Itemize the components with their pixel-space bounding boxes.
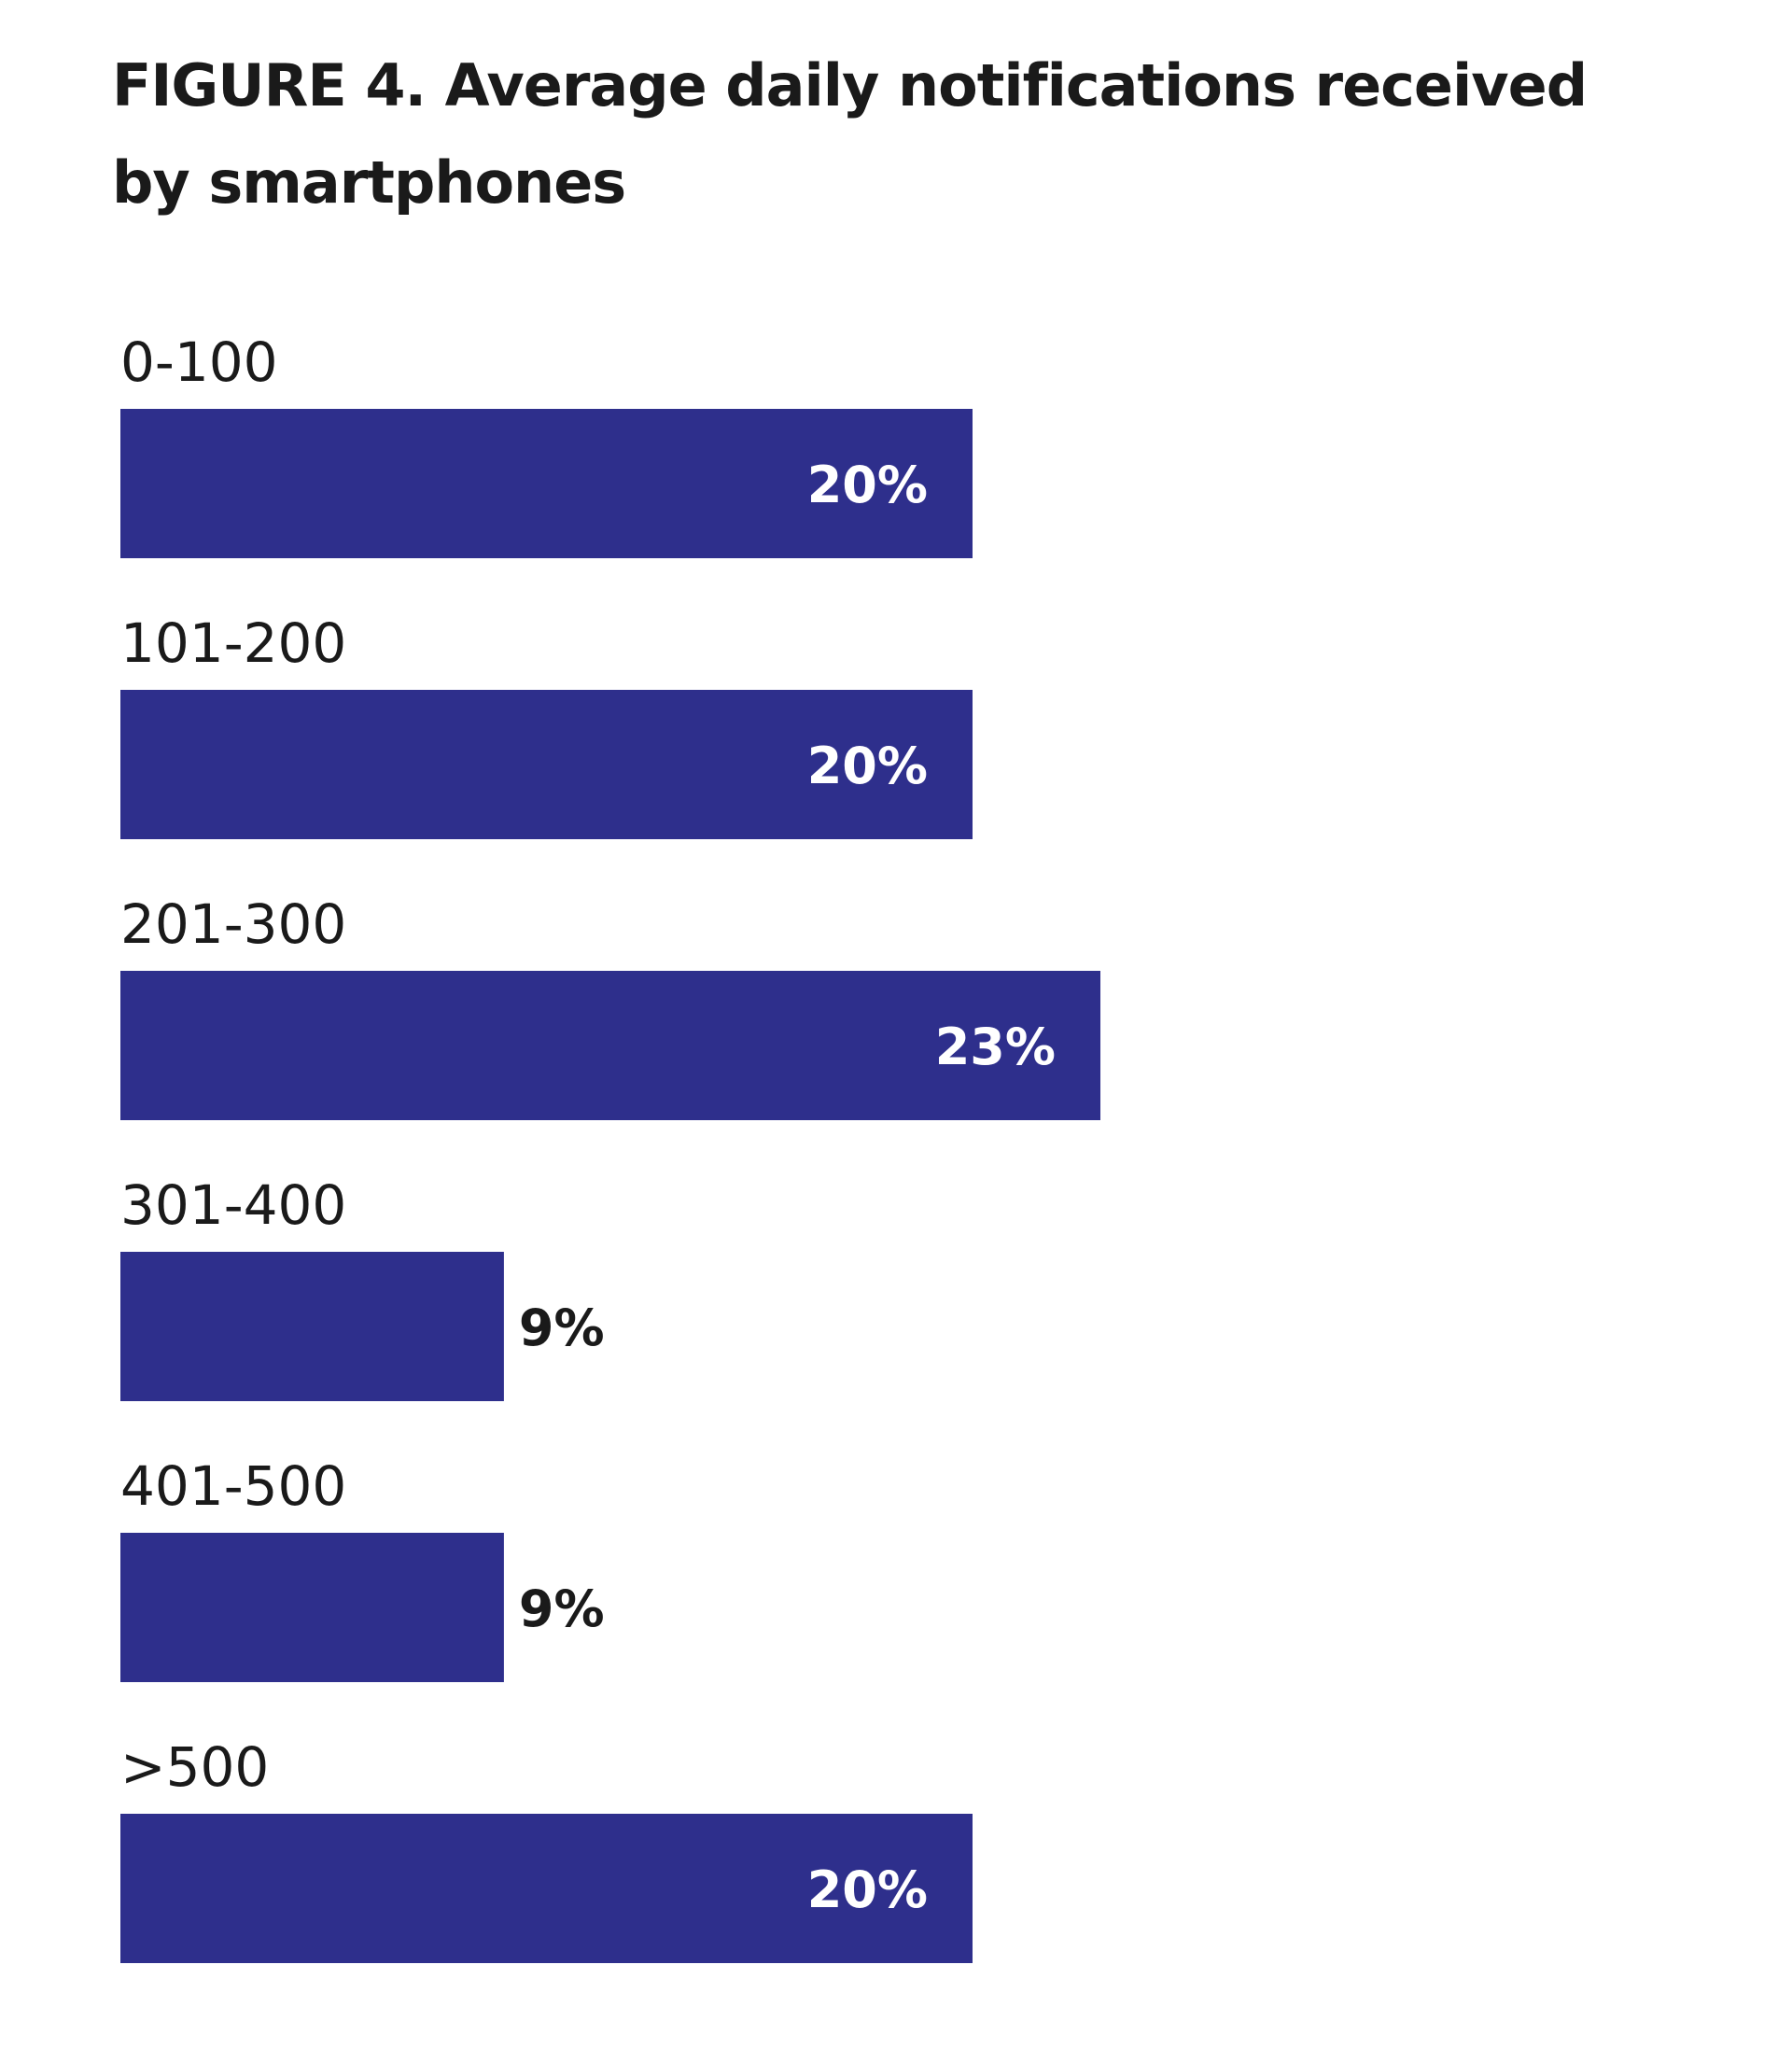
- category-label: 201-300: [120, 892, 346, 956]
- bar: [120, 1533, 504, 1682]
- category-label: >500: [120, 1735, 269, 1799]
- value-label: 9%: [519, 1579, 605, 1638]
- category-label: 0-100: [120, 330, 278, 394]
- bar: [120, 409, 973, 558]
- category-label: 101-200: [120, 611, 346, 675]
- value-label: 20%: [807, 456, 928, 514]
- value-label: 20%: [807, 1860, 928, 1919]
- value-label: 23%: [935, 1017, 1056, 1076]
- bars-layer: 0-100 20% 101-200 20% 201-300 23% 301-400 9% 401…: [120, 330, 1100, 1963]
- value-label: 20%: [807, 737, 928, 795]
- bar: [120, 971, 1100, 1120]
- category-label: 401-500: [120, 1454, 346, 1518]
- value-label: 9%: [519, 1298, 605, 1357]
- bar: [120, 1814, 973, 1963]
- bar: [120, 690, 973, 839]
- chart-title: FIGURE 4. Average daily notifications re…: [112, 51, 1588, 217]
- bar: [120, 1252, 504, 1401]
- category-label: 301-400: [120, 1173, 346, 1237]
